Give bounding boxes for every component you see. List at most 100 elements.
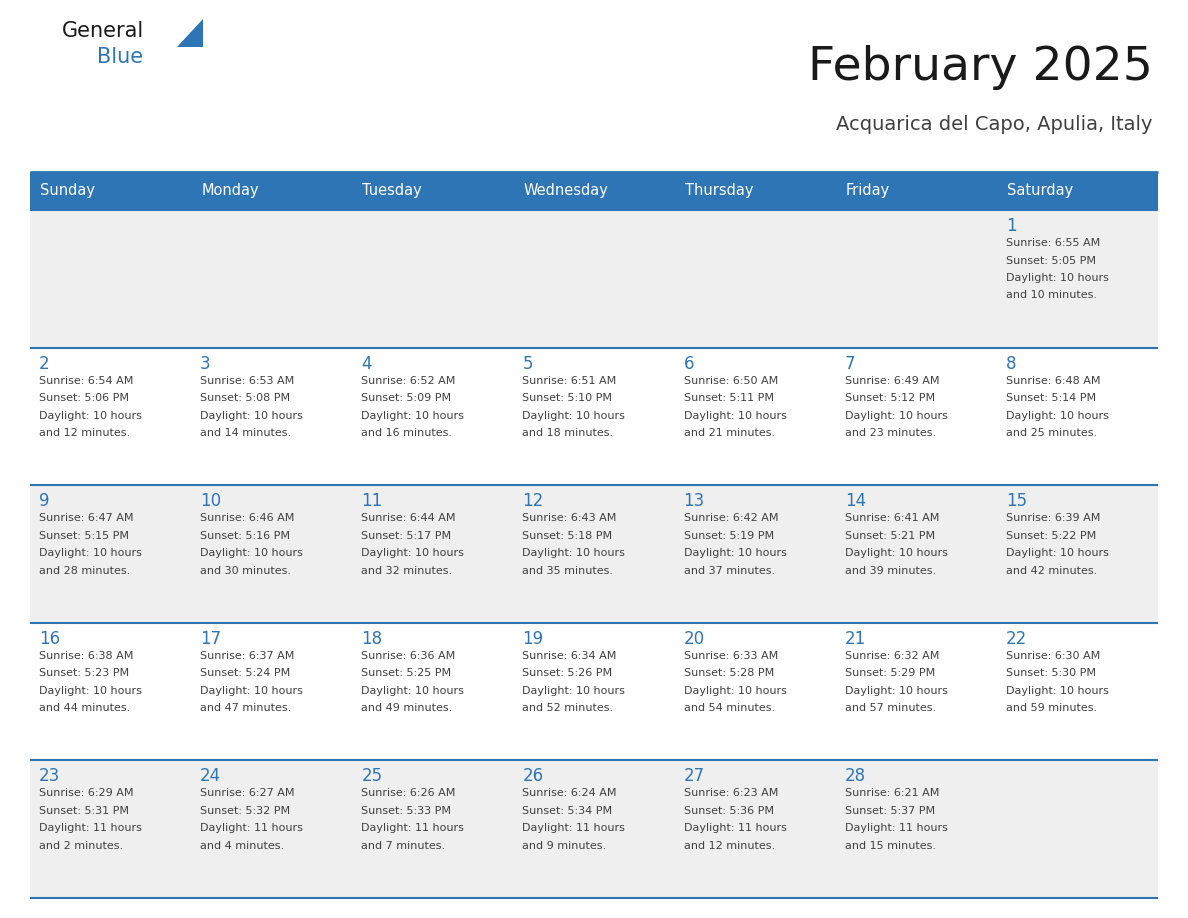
Bar bbox=[30, 348, 191, 486]
Text: Sunset: 5:26 PM: Sunset: 5:26 PM bbox=[523, 668, 613, 678]
Text: Daylight: 10 hours: Daylight: 10 hours bbox=[39, 410, 141, 420]
Text: Sunrise: 6:50 AM: Sunrise: 6:50 AM bbox=[683, 375, 778, 386]
Text: Sunset: 5:30 PM: Sunset: 5:30 PM bbox=[1006, 668, 1095, 678]
Text: Sunrise: 6:27 AM: Sunrise: 6:27 AM bbox=[200, 789, 295, 799]
Bar bbox=[513, 172, 675, 210]
Text: 16: 16 bbox=[39, 630, 61, 648]
Text: 23: 23 bbox=[39, 767, 61, 786]
Text: 1: 1 bbox=[1006, 217, 1017, 235]
Text: Sunrise: 6:41 AM: Sunrise: 6:41 AM bbox=[845, 513, 939, 523]
Text: and 54 minutes.: and 54 minutes. bbox=[683, 703, 775, 713]
Text: 11: 11 bbox=[361, 492, 383, 510]
Text: Daylight: 10 hours: Daylight: 10 hours bbox=[1006, 548, 1108, 558]
Text: Sunrise: 6:26 AM: Sunrise: 6:26 AM bbox=[361, 789, 456, 799]
Text: Sunrise: 6:39 AM: Sunrise: 6:39 AM bbox=[1006, 513, 1100, 523]
Text: Sunset: 5:29 PM: Sunset: 5:29 PM bbox=[845, 668, 935, 678]
Text: Sunrise: 6:21 AM: Sunrise: 6:21 AM bbox=[845, 789, 939, 799]
Bar bbox=[513, 760, 675, 898]
Text: Daylight: 10 hours: Daylight: 10 hours bbox=[39, 686, 141, 696]
Text: Sunset: 5:36 PM: Sunset: 5:36 PM bbox=[683, 806, 773, 816]
Text: Daylight: 10 hours: Daylight: 10 hours bbox=[361, 548, 465, 558]
Bar bbox=[835, 760, 997, 898]
Bar bbox=[191, 760, 353, 898]
Bar bbox=[30, 486, 191, 622]
Text: Saturday: Saturday bbox=[1007, 184, 1073, 198]
Text: and 2 minutes.: and 2 minutes. bbox=[39, 841, 124, 851]
Bar bbox=[191, 172, 353, 210]
Text: and 32 minutes.: and 32 minutes. bbox=[361, 565, 453, 576]
Text: Daylight: 10 hours: Daylight: 10 hours bbox=[523, 548, 625, 558]
Text: 10: 10 bbox=[200, 492, 221, 510]
Text: Daylight: 10 hours: Daylight: 10 hours bbox=[523, 686, 625, 696]
Text: 2: 2 bbox=[39, 354, 50, 373]
Bar bbox=[513, 210, 675, 348]
Text: and 21 minutes.: and 21 minutes. bbox=[683, 428, 775, 438]
Text: Sunset: 5:11 PM: Sunset: 5:11 PM bbox=[683, 393, 773, 403]
Text: Daylight: 10 hours: Daylight: 10 hours bbox=[200, 686, 303, 696]
Text: Sunrise: 6:33 AM: Sunrise: 6:33 AM bbox=[683, 651, 778, 661]
Text: 27: 27 bbox=[683, 767, 704, 786]
Bar bbox=[191, 348, 353, 486]
Text: Sunrise: 6:37 AM: Sunrise: 6:37 AM bbox=[200, 651, 295, 661]
Bar bbox=[353, 172, 513, 210]
Text: Daylight: 11 hours: Daylight: 11 hours bbox=[39, 823, 141, 834]
Text: Daylight: 11 hours: Daylight: 11 hours bbox=[200, 823, 303, 834]
Text: and 14 minutes.: and 14 minutes. bbox=[200, 428, 291, 438]
Text: Sunrise: 6:24 AM: Sunrise: 6:24 AM bbox=[523, 789, 617, 799]
Bar bbox=[675, 622, 835, 760]
Text: February 2025: February 2025 bbox=[808, 45, 1154, 90]
Text: Sunset: 5:25 PM: Sunset: 5:25 PM bbox=[361, 668, 451, 678]
Text: Sunrise: 6:51 AM: Sunrise: 6:51 AM bbox=[523, 375, 617, 386]
Bar bbox=[675, 348, 835, 486]
Text: 22: 22 bbox=[1006, 630, 1028, 648]
Text: Sunrise: 6:46 AM: Sunrise: 6:46 AM bbox=[200, 513, 295, 523]
Text: Sunrise: 6:32 AM: Sunrise: 6:32 AM bbox=[845, 651, 939, 661]
Bar bbox=[675, 760, 835, 898]
Text: Wednesday: Wednesday bbox=[524, 184, 608, 198]
Text: and 25 minutes.: and 25 minutes. bbox=[1006, 428, 1097, 438]
Bar bbox=[675, 486, 835, 622]
Text: Daylight: 10 hours: Daylight: 10 hours bbox=[361, 686, 465, 696]
Text: 26: 26 bbox=[523, 767, 544, 786]
Text: 20: 20 bbox=[683, 630, 704, 648]
Text: 17: 17 bbox=[200, 630, 221, 648]
Text: 8: 8 bbox=[1006, 354, 1017, 373]
Text: Sunrise: 6:34 AM: Sunrise: 6:34 AM bbox=[523, 651, 617, 661]
Text: Sunrise: 6:47 AM: Sunrise: 6:47 AM bbox=[39, 513, 133, 523]
Text: Sunset: 5:17 PM: Sunset: 5:17 PM bbox=[361, 531, 451, 541]
Text: 6: 6 bbox=[683, 354, 694, 373]
Text: Sunset: 5:18 PM: Sunset: 5:18 PM bbox=[523, 531, 613, 541]
Text: 5: 5 bbox=[523, 354, 533, 373]
Bar bbox=[835, 172, 997, 210]
Text: and 30 minutes.: and 30 minutes. bbox=[200, 565, 291, 576]
Text: Sunrise: 6:29 AM: Sunrise: 6:29 AM bbox=[39, 789, 133, 799]
Text: 4: 4 bbox=[361, 354, 372, 373]
Text: Sunset: 5:24 PM: Sunset: 5:24 PM bbox=[200, 668, 290, 678]
Bar bbox=[30, 210, 191, 348]
Text: Sunset: 5:08 PM: Sunset: 5:08 PM bbox=[200, 393, 290, 403]
Text: and 7 minutes.: and 7 minutes. bbox=[361, 841, 446, 851]
Text: Sunset: 5:34 PM: Sunset: 5:34 PM bbox=[523, 806, 613, 816]
Text: 24: 24 bbox=[200, 767, 221, 786]
Text: Sunrise: 6:49 AM: Sunrise: 6:49 AM bbox=[845, 375, 940, 386]
Bar bbox=[353, 348, 513, 486]
Text: Sunset: 5:19 PM: Sunset: 5:19 PM bbox=[683, 531, 773, 541]
Bar bbox=[997, 622, 1158, 760]
Text: 19: 19 bbox=[523, 630, 544, 648]
Text: 9: 9 bbox=[39, 492, 50, 510]
Bar bbox=[353, 760, 513, 898]
Text: Sunset: 5:16 PM: Sunset: 5:16 PM bbox=[200, 531, 290, 541]
Bar bbox=[675, 172, 835, 210]
Bar bbox=[997, 760, 1158, 898]
Bar bbox=[835, 622, 997, 760]
Polygon shape bbox=[177, 19, 203, 47]
Text: Daylight: 10 hours: Daylight: 10 hours bbox=[1006, 410, 1108, 420]
Text: and 57 minutes.: and 57 minutes. bbox=[845, 703, 936, 713]
Text: Sunset: 5:23 PM: Sunset: 5:23 PM bbox=[39, 668, 129, 678]
Text: Sunrise: 6:55 AM: Sunrise: 6:55 AM bbox=[1006, 238, 1100, 248]
Bar bbox=[997, 486, 1158, 622]
Text: Daylight: 11 hours: Daylight: 11 hours bbox=[523, 823, 625, 834]
Text: Monday: Monday bbox=[201, 184, 259, 198]
Bar bbox=[353, 210, 513, 348]
Text: and 59 minutes.: and 59 minutes. bbox=[1006, 703, 1097, 713]
